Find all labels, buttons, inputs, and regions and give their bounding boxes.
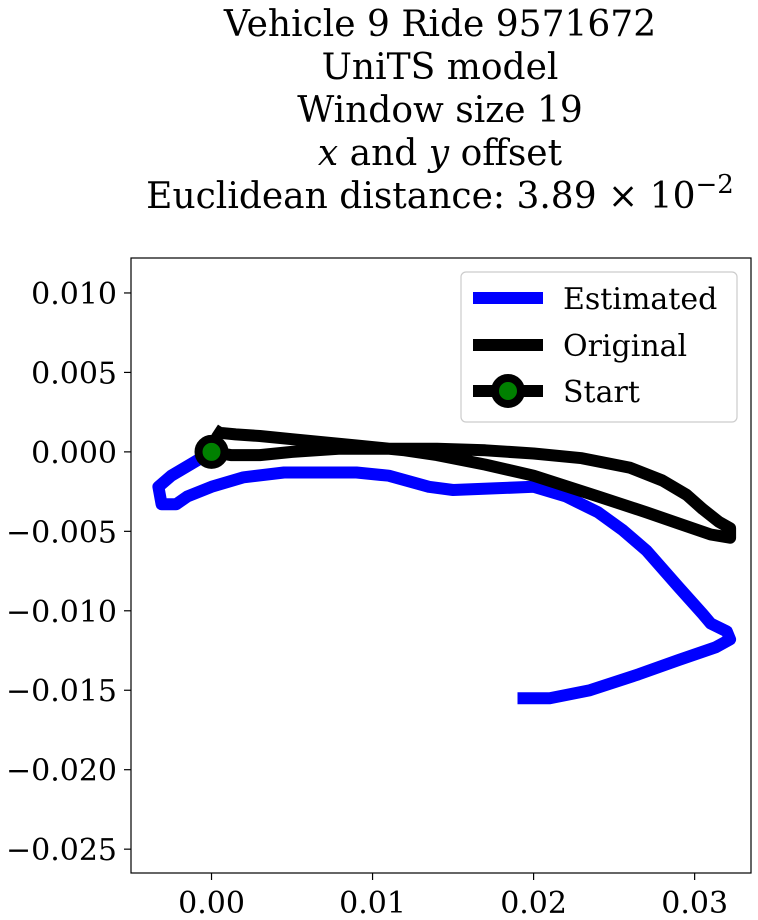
title-line-5: Euclidean distance: 3.89 × 10−2 xyxy=(146,170,734,217)
y-tick-label: −0.010 xyxy=(6,595,117,630)
series-estimated-line xyxy=(152,446,737,705)
title-line-1: Vehicle 9 Ride 9571672 xyxy=(223,4,656,45)
x-tick-label: 0.01 xyxy=(339,886,406,920)
legend-start-marker xyxy=(491,374,525,408)
title-var-y: y xyxy=(427,133,450,174)
title-line-2: UniTS model xyxy=(322,47,559,88)
y-tick-label: −0.020 xyxy=(6,754,117,789)
start-marker xyxy=(194,434,229,469)
legend-box xyxy=(460,271,738,423)
x-tick-label: 0.03 xyxy=(661,886,728,920)
series-original-line xyxy=(210,424,737,544)
title-line-4: x and y offset xyxy=(318,133,563,174)
legend-estimated-label: Estimated xyxy=(563,282,717,317)
title-offset: offset xyxy=(449,133,562,174)
y-tick-label: 0.000 xyxy=(31,436,117,471)
y-axis: 0.010 0.005 0.000 −0.005 −0.010 −0.015 −0.020 −… xyxy=(6,277,131,868)
y-tick-label: 0.005 xyxy=(31,356,117,391)
chart-title: Vehicle 9 Ride 9571672 UniTS model Windo… xyxy=(146,4,734,217)
y-tick-label: −0.005 xyxy=(6,515,117,550)
x-tick-label: 0.00 xyxy=(178,886,245,920)
series-layer xyxy=(152,424,737,705)
y-tick-label: −0.025 xyxy=(6,833,117,868)
title-and: and xyxy=(338,133,429,174)
x-tick-label: 0.02 xyxy=(500,886,567,920)
title-distance-prefix: Euclidean distance: 3.89 × 10 xyxy=(146,176,695,217)
legend-start-label: Start xyxy=(563,375,640,410)
title-line-3: Window size 19 xyxy=(297,90,583,131)
title-var-x: x xyxy=(318,133,338,174)
y-tick-label: −0.015 xyxy=(6,674,117,709)
y-tick-label: 0.010 xyxy=(31,277,117,312)
x-axis: 0.00 0.01 0.02 0.03 xyxy=(178,873,728,920)
legend: Estimated Original Start xyxy=(460,271,738,423)
legend-original-label: Original xyxy=(563,329,687,364)
title-distance-exponent: −2 xyxy=(695,170,733,200)
